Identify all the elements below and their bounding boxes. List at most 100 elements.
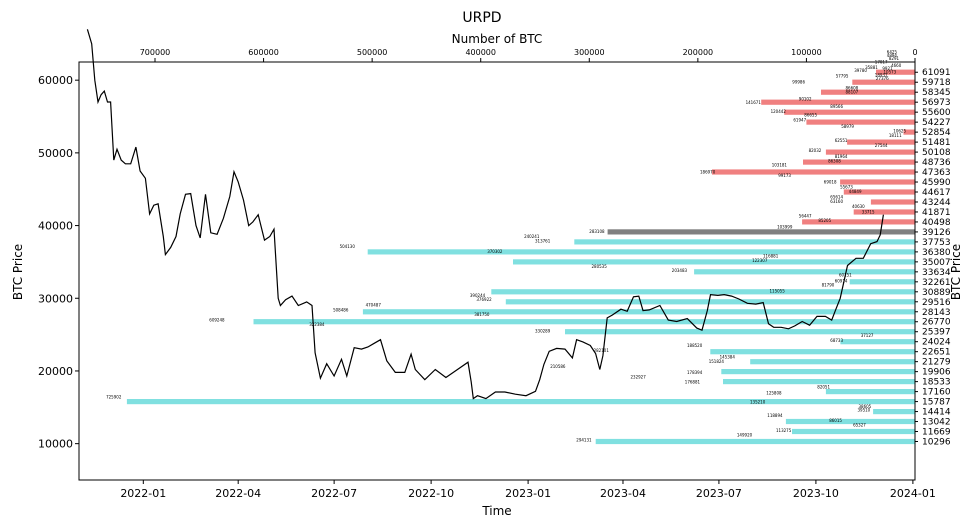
- top-tick-label: 700000: [140, 48, 171, 57]
- price-bin-bar: [792, 428, 915, 435]
- bar-value-label: 82051: [817, 384, 830, 389]
- bar-value-label: 27376: [876, 76, 889, 81]
- y-tick-label: 10000: [38, 438, 73, 451]
- right-tick-label: 55600: [922, 108, 951, 118]
- bar-value-label: 27544: [875, 143, 888, 148]
- bar-value-label: 330289: [535, 329, 551, 334]
- x-tick-label: 2022-10: [408, 487, 454, 500]
- x-axis-ticks: 2022-01 2022-04 2022-07 2022-10 2023-01 2023-…: [120, 480, 936, 500]
- bar-value-label: 57795: [836, 73, 849, 78]
- bar-value-label: 68733: [830, 338, 843, 343]
- price-bin-bar: [825, 389, 915, 395]
- bar-value-label: 86655: [804, 113, 817, 118]
- right-tick-label: 24024: [922, 338, 951, 348]
- right-tick-label: 14414: [922, 408, 951, 418]
- top-tick-label: 200000: [683, 48, 714, 57]
- bar-value-label: 18931: [875, 73, 888, 78]
- x-tick-label: 2022-04: [215, 487, 261, 500]
- bar-value-label: 240241: [524, 234, 540, 239]
- y-tick-label: 30000: [38, 292, 73, 305]
- price-bin-bar: [491, 289, 915, 295]
- bar-value-label: 313761: [535, 239, 551, 244]
- bar-value-label: 39510: [858, 408, 871, 413]
- right-tick-label: 61091: [922, 68, 951, 78]
- x-tick-label: 2023-04: [600, 487, 646, 500]
- bar-value-label: 86608: [846, 86, 859, 91]
- bar-value-label: 10625: [893, 129, 906, 134]
- bar-value-label: 725902: [106, 395, 122, 400]
- bar-value-label: 609248: [209, 318, 225, 323]
- right-tick-label: 17160: [922, 388, 951, 398]
- price-bin-bar: [721, 369, 915, 375]
- bar-value-label: 176881: [685, 379, 701, 384]
- bar-value-label: 178394: [687, 370, 703, 375]
- bar-value-label: 113275: [776, 428, 792, 433]
- right-tick-label: 37753: [922, 238, 951, 248]
- bar-value-label: 37127: [861, 333, 874, 338]
- price-line-series: [86, 29, 884, 400]
- price-bin-bar: [803, 159, 915, 165]
- bar-value-label: 99986: [792, 80, 805, 85]
- bar-value-label: 294131: [576, 438, 592, 443]
- price-bin-bar: [574, 239, 915, 245]
- price-bin-bar: [565, 329, 915, 335]
- bar-value-label: 65614: [830, 195, 843, 200]
- bar-value-label: 151824: [709, 359, 725, 364]
- x-tick-label: 2022-07: [311, 487, 357, 500]
- bar-value-label: 381750: [474, 312, 490, 317]
- right-tick-label: 47363: [922, 168, 951, 178]
- top-tick-label: 600000: [248, 48, 279, 57]
- right-tick-label: 35007: [922, 258, 951, 268]
- right-tick-label: 25397: [922, 328, 951, 338]
- right-tick-label: 41871: [922, 208, 951, 218]
- bar-value-label: 470487: [366, 302, 382, 307]
- bar-value-label: 60914: [835, 278, 848, 283]
- right-tick-label: 26770: [922, 318, 951, 328]
- price-bin-bar: [750, 359, 915, 365]
- right-tick-label: 51481: [922, 138, 951, 148]
- price-bin-bar: [126, 399, 915, 405]
- chart-title: URPD: [462, 10, 501, 26]
- bar-value-label: 141671: [746, 100, 762, 105]
- y-tick-label: 50000: [38, 147, 73, 160]
- x-tick-label: 2023-01: [505, 487, 551, 500]
- right-tick-label: 40498: [922, 218, 951, 228]
- bar-value-label: 88107: [846, 89, 859, 94]
- right-tick-label: 39126: [922, 228, 951, 238]
- price-bin-bar: [362, 309, 915, 315]
- bar-value-label: 60151: [839, 273, 852, 278]
- bar-value-label: 203483: [672, 268, 688, 273]
- y-tick-label: 20000: [38, 365, 73, 378]
- bar-value-label: 390244: [470, 293, 486, 298]
- bar-value-label: 10573: [884, 69, 897, 74]
- bar-value-label: 103999: [777, 225, 793, 230]
- bar-value-label: 283108: [589, 229, 605, 234]
- price-bin-bar: [825, 149, 915, 155]
- right-tick-label: 15787: [922, 398, 951, 408]
- bar-value-labels: 6425489482911701746609921105731893127376…: [106, 50, 906, 443]
- right-tick-label: 19906: [922, 368, 951, 378]
- right-tick-label: 13042: [922, 418, 951, 428]
- right-tick-label: 59718: [922, 78, 951, 88]
- right-tick-label: 29516: [922, 298, 951, 308]
- plot-frame: [78, 61, 916, 481]
- right-y-axis-label: BTC Price: [949, 244, 963, 300]
- x-tick-label: 2023-10: [793, 487, 839, 500]
- right-tick-label: 30889: [922, 288, 951, 298]
- price-bin-bar: [843, 189, 915, 195]
- bar-value-label: 149920: [737, 432, 753, 437]
- bar-value-label: 280535: [592, 264, 608, 269]
- bar-value-label: 4894: [887, 53, 898, 58]
- bar-value-label: 145384: [720, 355, 736, 360]
- x-tick-label: 2022-01: [120, 487, 166, 500]
- price-bin-bar: [853, 209, 915, 215]
- top-axis-label: Number of BTC: [452, 32, 543, 46]
- right-tick-label: 18533: [922, 378, 951, 388]
- bar-value-label: 81964: [835, 154, 848, 159]
- right-tick-label: 48736: [922, 158, 951, 168]
- x-tick-label: 2023-07: [696, 487, 742, 500]
- price-bin-bar: [873, 409, 915, 415]
- price-bin-bar: [710, 349, 915, 355]
- bar-value-label: 118894: [767, 413, 783, 418]
- bar-value-label: 120442: [771, 109, 787, 114]
